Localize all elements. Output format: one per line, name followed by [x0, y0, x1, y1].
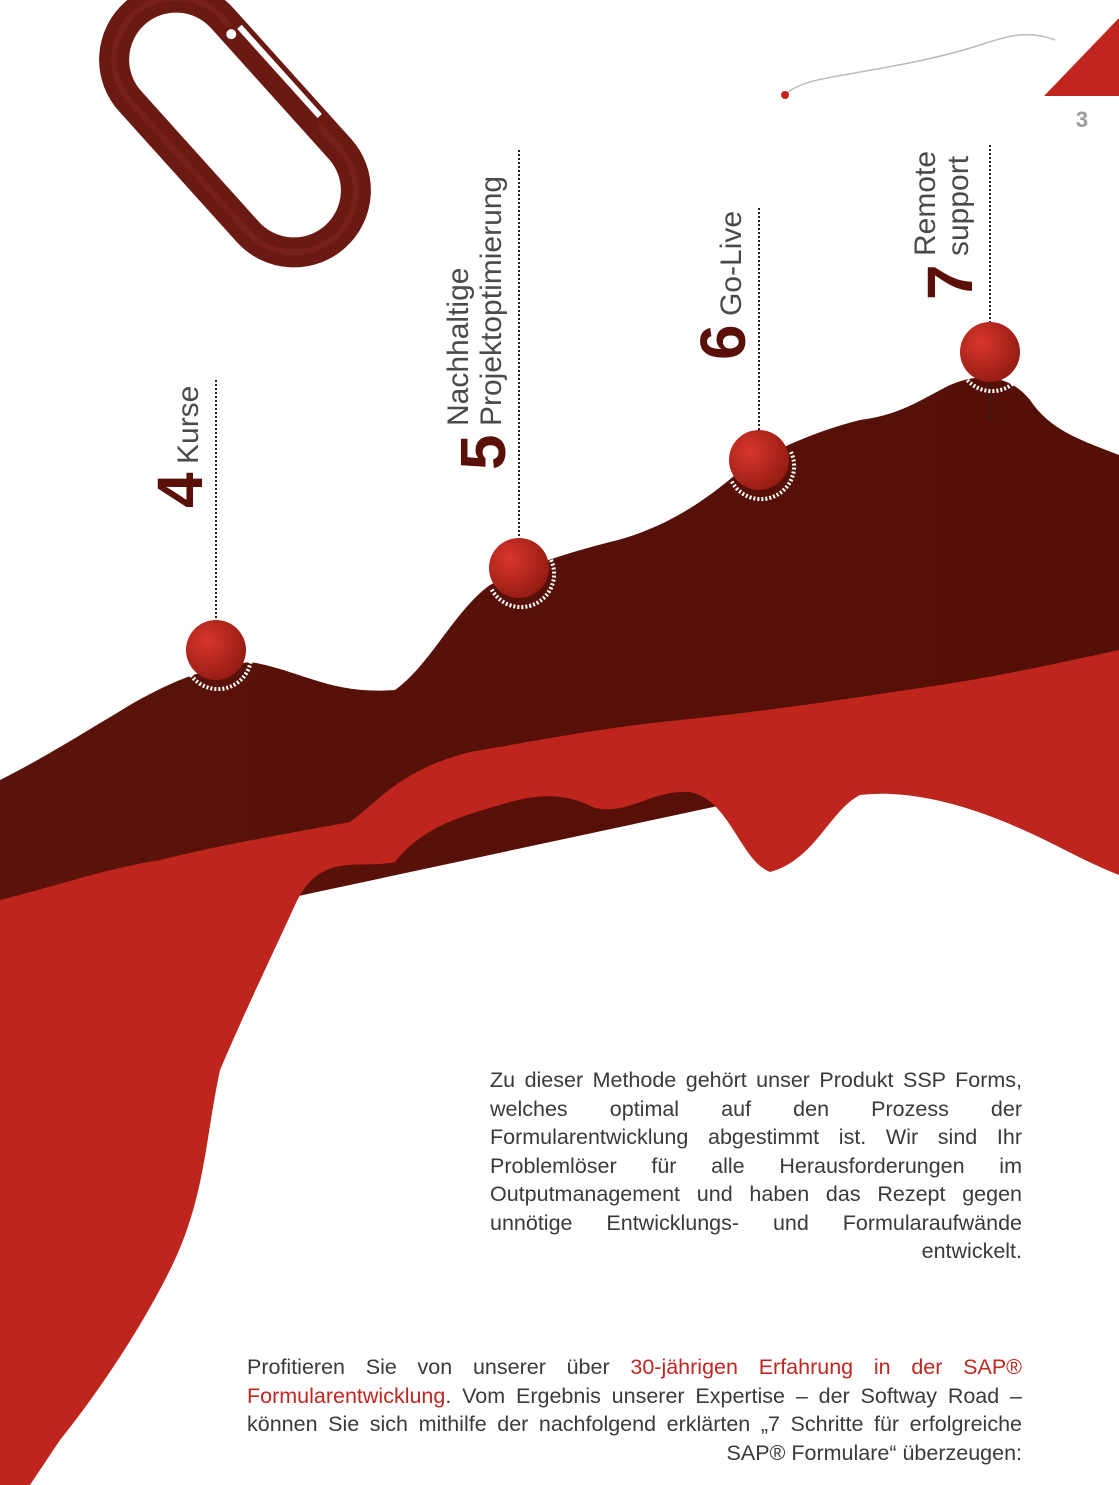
step-label: Go-Live — [715, 211, 748, 316]
step-marker — [186, 620, 246, 680]
step-marker — [960, 322, 1020, 382]
step-label-group: 6 Go-Live — [687, 211, 759, 360]
step-marker — [729, 430, 789, 490]
ridge-line — [785, 35, 1055, 95]
step-number: 7 — [914, 264, 986, 300]
paragraph: Zu dieser Methode gehört unser Produkt S… — [490, 1066, 1022, 1266]
paragraph-text: Profitieren Sie von unserer über — [247, 1355, 630, 1379]
paragraph-text: Zu dieser Methode gehört unser Produkt S… — [490, 1068, 1022, 1263]
step-marker — [489, 538, 549, 598]
carabiner — [89, 0, 389, 278]
step-label: support — [942, 155, 975, 256]
corner-triangle — [1044, 18, 1119, 96]
page: {"page_number": "3", "steps": [ {"number… — [0, 0, 1119, 1485]
paragraph: Profitieren Sie von unserer über 30-jähr… — [247, 1353, 1022, 1467]
dot — [781, 91, 789, 99]
step-number: 6 — [687, 324, 759, 360]
step-number: 4 — [144, 472, 216, 508]
step-label: Nachhaltige — [442, 268, 475, 426]
step-label: Remote — [909, 151, 942, 256]
step-label: Kurse — [172, 386, 205, 464]
step-label-group: 4 Kurse — [144, 386, 216, 508]
step-number: 5 — [447, 434, 519, 470]
step-label: Projektoptimierung — [475, 176, 508, 426]
page-number: 3 — [1076, 107, 1088, 132]
